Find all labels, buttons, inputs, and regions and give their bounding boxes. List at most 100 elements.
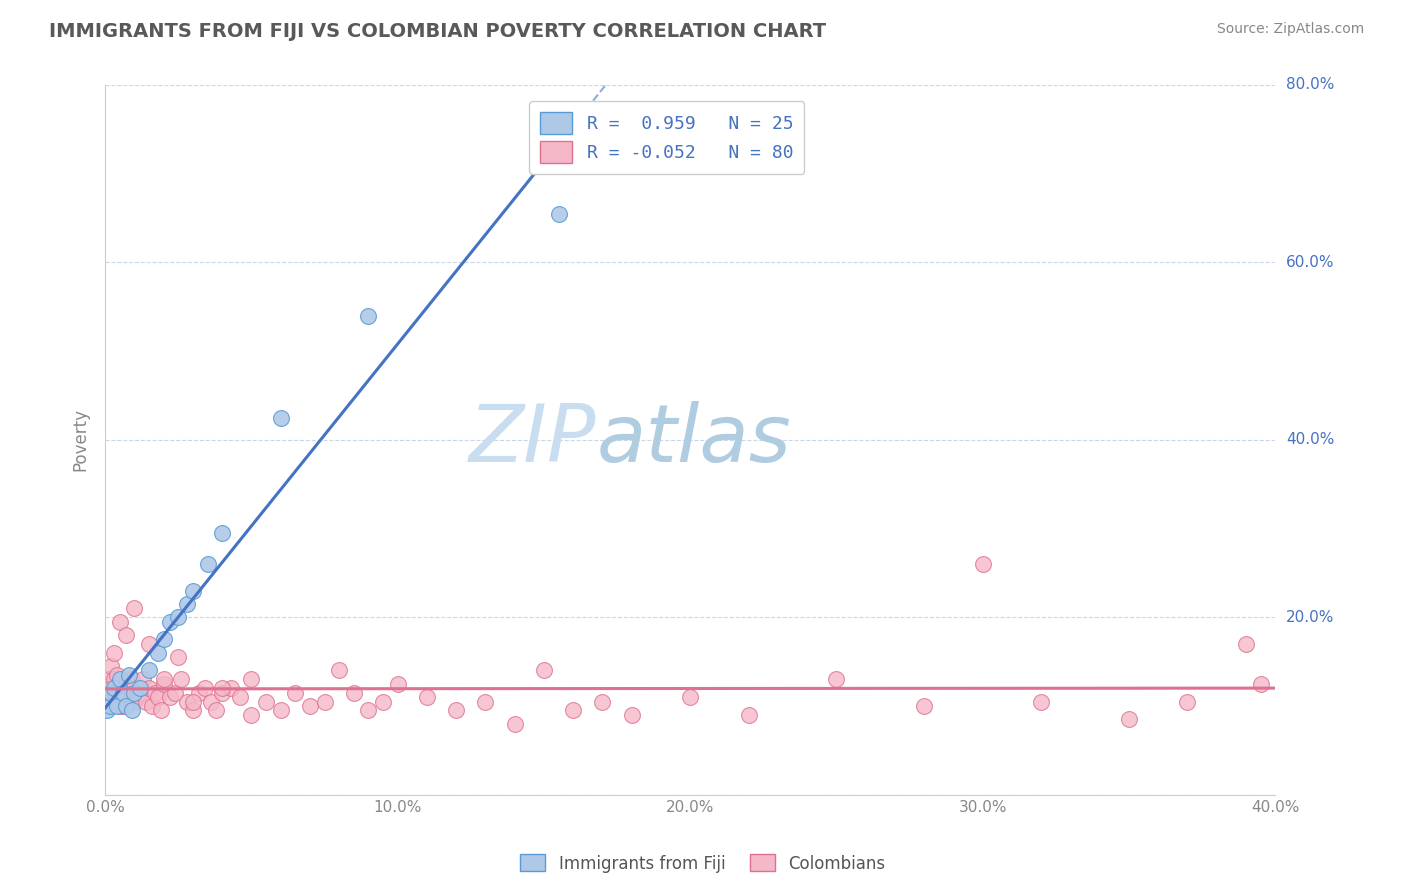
Point [111, 686, 134, 700]
Point [159, 615, 181, 629]
Text: ZIP: ZIP [470, 401, 596, 479]
Point [114, 690, 136, 705]
Point [371, 694, 394, 708]
Text: atlas: atlas [596, 401, 792, 479]
Point [121, 686, 143, 700]
Point [284, 686, 307, 700]
Point [187, 686, 209, 700]
Point [117, 694, 139, 708]
Point [103, 690, 125, 705]
Point [181, 703, 204, 717]
Point [97, 673, 120, 687]
Point [117, 668, 139, 682]
Point [143, 686, 166, 700]
Point [240, 673, 263, 687]
Point [114, 677, 136, 691]
Point [474, 694, 496, 708]
Point [170, 673, 193, 687]
Point [135, 694, 157, 708]
Point [124, 694, 146, 708]
Point [138, 681, 160, 696]
Point [211, 526, 233, 541]
Point [108, 681, 131, 696]
Point [152, 673, 174, 687]
Point [111, 686, 134, 700]
Point [591, 694, 613, 708]
Point [105, 668, 128, 682]
Point [194, 681, 217, 696]
Point [1118, 712, 1140, 726]
Point [152, 677, 174, 691]
Point [103, 673, 125, 687]
Point [138, 664, 160, 678]
Point [97, 694, 120, 708]
Point [96, 703, 118, 717]
Point [503, 716, 526, 731]
Point [1031, 694, 1053, 708]
Point [240, 707, 263, 722]
Point [167, 610, 190, 624]
Point [533, 664, 555, 678]
Text: 80.0%: 80.0% [1286, 78, 1334, 93]
Point [100, 681, 122, 696]
Point [100, 686, 122, 700]
Point [229, 690, 252, 705]
Point [103, 646, 125, 660]
Point [121, 673, 143, 687]
Text: 60.0%: 60.0% [1286, 255, 1334, 270]
Point [141, 698, 163, 713]
Point [298, 698, 321, 713]
Point [108, 698, 131, 713]
Point [117, 681, 139, 696]
Point [176, 597, 198, 611]
Point [270, 410, 292, 425]
Point [105, 698, 128, 713]
Point [1234, 637, 1257, 651]
Point [200, 694, 222, 708]
Point [114, 628, 136, 642]
Point [343, 686, 366, 700]
Point [127, 690, 149, 705]
Point [129, 681, 152, 696]
Point [132, 673, 155, 687]
Text: Source: ZipAtlas.com: Source: ZipAtlas.com [1216, 22, 1364, 37]
Point [108, 615, 131, 629]
Point [114, 698, 136, 713]
Point [146, 690, 169, 705]
Legend: R =  0.959   N = 25, R = -0.052   N = 80: R = 0.959 N = 25, R = -0.052 N = 80 [529, 101, 804, 174]
Point [205, 703, 228, 717]
Point [416, 690, 439, 705]
Point [737, 707, 759, 722]
Point [138, 637, 160, 651]
Point [108, 673, 131, 687]
Point [547, 206, 569, 220]
Point [146, 646, 169, 660]
Point [270, 703, 292, 717]
Point [254, 694, 277, 708]
Point [211, 686, 233, 700]
Point [444, 703, 467, 717]
Point [149, 703, 172, 717]
Point [124, 601, 146, 615]
Point [357, 703, 380, 717]
Legend: Immigrants from Fiji, Colombians: Immigrants from Fiji, Colombians [513, 847, 893, 880]
Point [167, 650, 190, 665]
Point [124, 686, 146, 700]
Point [181, 583, 204, 598]
Y-axis label: Poverty: Poverty [72, 409, 89, 471]
Point [105, 686, 128, 700]
Point [219, 681, 242, 696]
Point [159, 690, 181, 705]
Point [1250, 677, 1272, 691]
Point [825, 673, 848, 687]
Point [197, 557, 219, 571]
Point [211, 681, 233, 696]
Point [387, 677, 409, 691]
Text: 20.0%: 20.0% [1286, 610, 1334, 624]
Point [165, 686, 187, 700]
Point [357, 309, 380, 323]
Point [103, 681, 125, 696]
Point [328, 664, 350, 678]
Point [972, 557, 994, 571]
Point [314, 694, 336, 708]
